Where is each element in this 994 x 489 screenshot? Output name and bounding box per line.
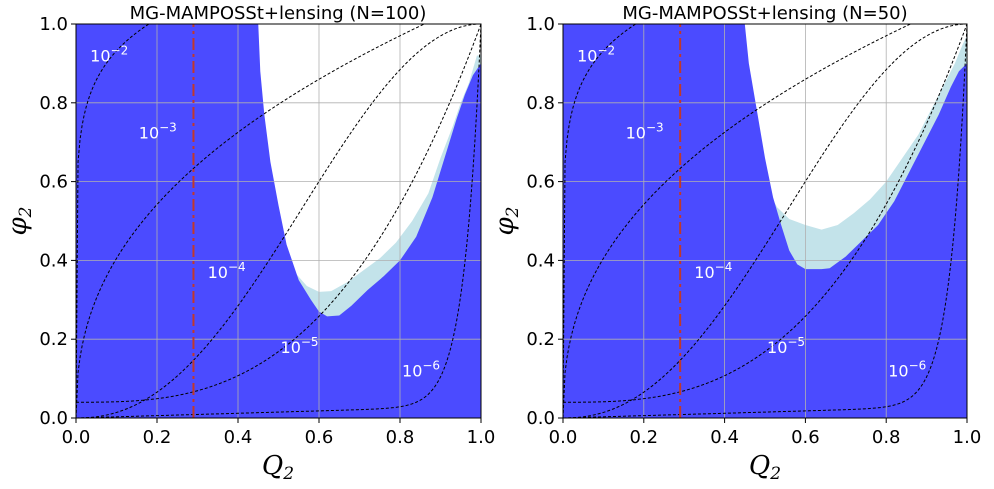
contour-lines (563, 24, 967, 418)
chart-panel-n100: 10−2 10−3 10−4 10−5 10−6 0.0 0.2 0.4 0.6 0.8 1.0 0… (3, 3, 495, 484)
grid-lines (563, 24, 967, 418)
y-tick-label: 0.8 (39, 93, 68, 114)
contour-label: 10−2 (90, 43, 128, 65)
plot-frame (75, 23, 482, 419)
contour-line-2 (76, 24, 481, 418)
x-axis-label: Q2 (749, 451, 781, 484)
contour-line-6 (76, 24, 481, 418)
chart-title: MG-MAMPOSSt+lensing (N=100) (130, 3, 427, 24)
x-tick-label: 0.4 (224, 427, 253, 448)
contour-line-2 (563, 24, 967, 418)
contour-label: 10−3 (626, 120, 664, 142)
contour-line-5 (563, 24, 967, 403)
x-tick-label: 0.6 (305, 427, 334, 448)
contour-label: 10−5 (281, 335, 319, 357)
x-tick-label: 0.4 (710, 427, 739, 448)
x-tick-label: 1.0 (467, 427, 496, 448)
contour-label: 10−6 (402, 359, 440, 381)
y-tick-label: 1.0 (526, 14, 555, 35)
y-tick-label: 0.6 (39, 172, 68, 193)
y-tick-label: 0.8 (526, 93, 555, 114)
y-axis-label: φ2 (490, 206, 523, 235)
y-tick-label: 0.4 (526, 250, 555, 271)
y-tick-label: 0.4 (39, 250, 68, 271)
contour-label: 10−4 (694, 260, 732, 282)
contour-lines (76, 24, 481, 418)
x-tick-label: 0.2 (629, 427, 658, 448)
contour-line-4 (76, 24, 481, 418)
contour-label: 10−6 (888, 359, 926, 381)
chart-panel-n50: 10−2 10−3 10−4 10−5 10−6 0.0 0.2 0.4 0.6 0.8 1.0 0… (490, 3, 981, 484)
y-tick-label: 0.6 (526, 172, 555, 193)
y-tick-label: 0.0 (39, 408, 68, 429)
y-tick-label: 0.0 (526, 408, 555, 429)
chart-title: MG-MAMPOSSt+lensing (N=50) (622, 3, 907, 24)
contour-line-3 (76, 24, 481, 418)
y-tick-label: 0.2 (39, 329, 68, 350)
y-tick-label: 1.0 (39, 14, 68, 35)
y-axis-label: φ2 (3, 206, 36, 235)
grid-lines (76, 24, 481, 418)
contour-label: 10−2 (577, 43, 615, 65)
x-tick-label: 0.6 (791, 427, 820, 448)
x-axis-label: Q2 (262, 451, 294, 484)
x-tick-label: 0.8 (872, 427, 901, 448)
x-tick-label: 0.8 (386, 427, 415, 448)
x-tick-label: 0.0 (549, 427, 578, 448)
contour-label: 10−5 (767, 335, 805, 357)
contour-label: 10−3 (139, 120, 177, 142)
x-tick-label: 1.0 (953, 427, 982, 448)
x-tick-label: 0.2 (143, 427, 172, 448)
excluded-region-68 (76, 24, 481, 418)
excluded-region-68 (563, 24, 967, 418)
contour-line-4 (563, 24, 967, 418)
y-tick-label: 0.2 (526, 329, 555, 350)
contour-line-5 (76, 24, 481, 403)
contour-line-3 (563, 24, 967, 418)
x-tick-label: 0.0 (62, 427, 91, 448)
contour-line-6 (563, 24, 967, 418)
contour-label: 10−4 (208, 260, 246, 282)
plot-frame (562, 23, 968, 419)
